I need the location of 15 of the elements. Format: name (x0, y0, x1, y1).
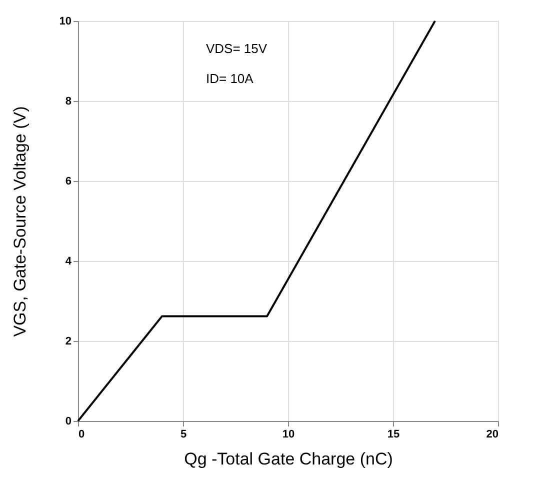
x-tick-label: 5 (180, 428, 187, 440)
x-tick-label: 10 (282, 428, 295, 440)
annotation: VDS= 15V (206, 41, 268, 56)
x-tick-label: 20 (486, 428, 498, 440)
x-tick-label: 0 (78, 428, 85, 440)
x-axis-title: Qg -Total Gate Charge (nC) (184, 450, 393, 468)
x-tick-label: 15 (387, 428, 400, 440)
y-tick-label: 4 (65, 256, 72, 268)
y-tick-label: 6 (65, 176, 72, 188)
y-tick-label: 2 (65, 336, 72, 348)
annotation: ID= 10A (206, 71, 254, 86)
y-axis-title: VGS, Gate-Source Voltage (V) (10, 106, 30, 337)
y-tick-label: 10 (59, 16, 72, 28)
y-tick-label: 8 (65, 96, 72, 108)
y-tick-label: 0 (65, 416, 72, 428)
